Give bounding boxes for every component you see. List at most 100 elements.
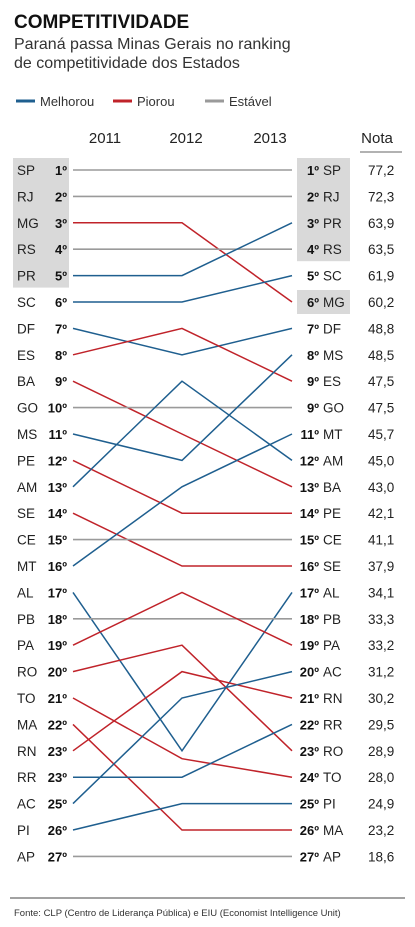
right-rank-go: 9º (307, 401, 319, 416)
right-state-ce: CE (323, 533, 342, 548)
right-rank-sp: 1º (307, 163, 319, 178)
chart-subtitle-line-2: de competitividade dos Estados (14, 55, 240, 72)
right-state-rr: RR (323, 717, 343, 732)
left-rank-sp: 1º (55, 163, 67, 178)
left-rank-pr: 5º (55, 269, 67, 284)
score-rs: 63,5 (368, 242, 394, 257)
score-ba: 43,0 (368, 480, 394, 495)
left-rank-pe: 12º (48, 453, 67, 468)
left-rank-rn: 23º (48, 744, 67, 759)
score-sc: 61,9 (368, 269, 394, 284)
right-state-ms: MS (323, 348, 343, 363)
score-df: 48,8 (368, 321, 394, 336)
left-state-go: GO (17, 401, 38, 416)
left-state-rn: RN (17, 744, 37, 759)
chart-subtitle-line-1: Paraná passa Minas Gerais no ranking (14, 36, 291, 53)
score-mt: 45,7 (368, 427, 394, 442)
left-state-rj: RJ (17, 189, 34, 204)
left-state-ap: AP (17, 849, 35, 864)
right-rank-pb: 18º (300, 612, 319, 627)
left-state-sp: SP (17, 163, 35, 178)
right-rank-ro: 23º (300, 744, 319, 759)
right-rank-mg: 6º (307, 295, 319, 310)
score-pi: 24,9 (368, 797, 394, 812)
right-rank-ba: 13º (300, 480, 319, 495)
right-state-ap: AP (323, 849, 341, 864)
left-state-ma: MA (17, 717, 37, 732)
right-state-rn: RN (323, 691, 343, 706)
left-rank-pi: 26º (48, 823, 67, 838)
left-rank-rr: 23º (48, 770, 67, 785)
score-pr: 63,9 (368, 216, 394, 231)
score-mg: 60,2 (368, 295, 394, 310)
left-state-ac: AC (17, 797, 36, 812)
right-column-labels: 1º SP 77,2 2º RJ 72,3 3º PR 63,9 4º RS 63,5 5º SC 61,9… (300, 163, 395, 864)
score-pb: 33,3 (368, 612, 394, 627)
series-line-mg (73, 222, 293, 303)
left-rank-rs: 4º (55, 242, 67, 257)
left-rank-mt: 16º (48, 559, 67, 574)
right-state-mt: MT (323, 427, 343, 442)
left-state-ms: MS (17, 427, 37, 442)
right-state-pa: PA (323, 638, 340, 653)
left-rank-mg: 3º (55, 216, 67, 231)
right-state-go: GO (323, 401, 344, 416)
right-rank-mt: 11º (301, 427, 320, 442)
score-ro: 28,9 (368, 744, 394, 759)
legend-label-melhorou: Melhorou (40, 94, 94, 109)
left-rank-ce: 15º (48, 533, 67, 548)
top4-2013-shade (297, 158, 350, 262)
series-line-am (72, 380, 293, 488)
score-rn: 30,2 (368, 691, 394, 706)
mg-2013-shade (297, 290, 350, 314)
right-state-ma: MA (323, 823, 343, 838)
left-rank-am: 13º (48, 480, 67, 495)
left-state-es: ES (17, 348, 35, 363)
series-line-mt (72, 433, 293, 567)
year-label-2011: 2011 (89, 130, 121, 147)
score-go: 47,5 (368, 401, 394, 416)
right-rank-am: 12º (300, 453, 319, 468)
right-state-rj: RJ (323, 189, 340, 204)
series-line-df (72, 327, 293, 356)
right-state-se: SE (323, 559, 341, 574)
right-rank-sc: 5º (307, 269, 319, 284)
left-state-rs: RS (17, 242, 36, 257)
left-rank-df: 7º (55, 321, 67, 336)
series-line-ma (72, 723, 292, 831)
left-rank-to: 21º (48, 691, 67, 706)
left-state-ba: BA (17, 374, 35, 389)
left-state-pb: PB (17, 612, 35, 627)
right-state-pe: PE (323, 506, 341, 521)
series-line-se (72, 512, 292, 567)
right-rank-rj: 2º (307, 189, 319, 204)
right-state-am: AM (323, 453, 343, 468)
right-rank-ce: 15º (300, 533, 319, 548)
left-state-mg: MG (17, 216, 39, 231)
legend: Melhorou Piorou Estável (16, 94, 272, 109)
right-state-al: AL (323, 585, 340, 600)
right-state-ba: BA (323, 480, 341, 495)
right-rank-rn: 21º (300, 691, 319, 706)
score-ac: 31,2 (368, 665, 394, 680)
right-state-sc: SC (323, 269, 342, 284)
score-rj: 72,3 (368, 189, 394, 204)
left-state-am: AM (17, 480, 37, 495)
right-rank-ms: 8º (307, 348, 319, 363)
left-rank-pa: 19º (48, 638, 67, 653)
right-rank-pr: 3º (307, 216, 319, 231)
series-line-rn (72, 670, 293, 752)
series-line-ac (72, 670, 293, 805)
left-rank-ba: 9º (55, 374, 67, 389)
left-rank-ma: 22º (48, 717, 67, 732)
left-rank-pb: 18º (48, 612, 67, 627)
score-pa: 33,2 (368, 638, 394, 653)
left-rank-rj: 2º (55, 189, 67, 204)
left-column-labels: SP 1º RJ 2º MG 3º RS 4º PR 5º SC 6º DF 7º ES 8º BA 9º GO 10… (17, 163, 67, 864)
left-state-pa: PA (17, 638, 34, 653)
left-state-mt: MT (17, 559, 37, 574)
right-state-ro: RO (323, 744, 343, 759)
right-rank-ac: 20º (300, 665, 319, 680)
chart-title: COMPETITIVIDADE (14, 12, 189, 33)
